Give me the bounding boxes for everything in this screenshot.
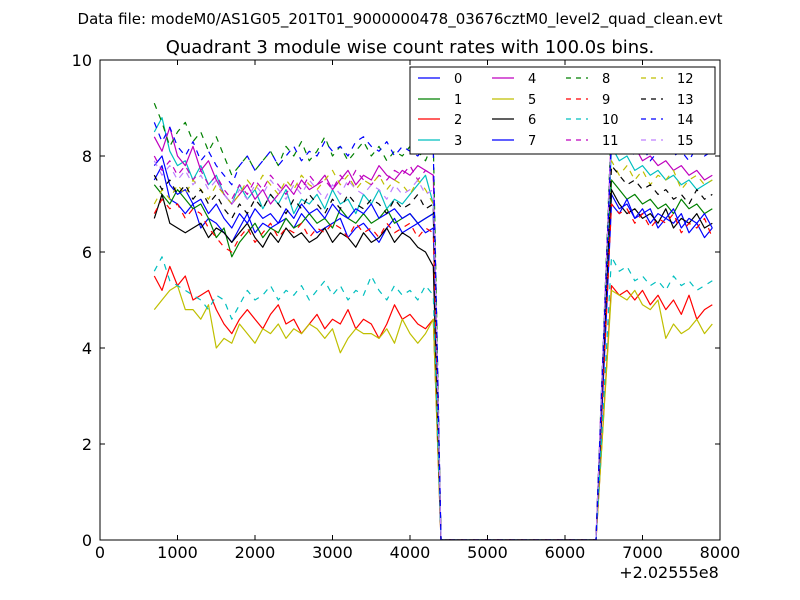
data-file-label: Data file: modeM0/AS1G05_201T01_90000004…	[78, 10, 723, 29]
legend-label-11: 11	[602, 134, 619, 149]
series-line-8	[153, 102, 713, 540]
series-line-10	[153, 256, 713, 540]
x-tick-label: 3000	[312, 543, 353, 562]
y-tick-label: 0	[82, 531, 92, 550]
legend-label-13: 13	[677, 93, 694, 108]
legend-label-12: 12	[677, 72, 694, 87]
chart-title: Quadrant 3 module wise count rates with …	[166, 37, 655, 58]
y-tick-label: 6	[82, 243, 92, 262]
legend-label-10: 10	[602, 113, 619, 128]
series-line-13	[153, 165, 713, 540]
legend-label-15: 15	[677, 134, 694, 149]
legend-label-5: 5	[528, 93, 536, 108]
x-offset-label: +2.02555e8	[619, 563, 719, 582]
x-tick-label: 7000	[622, 543, 663, 562]
legend-label-6: 6	[528, 113, 536, 128]
series-line-0	[153, 165, 713, 540]
y-tick-label: 2	[82, 435, 92, 454]
series-line-3	[153, 117, 713, 540]
x-tick-label: 2000	[235, 543, 276, 562]
legend-label-4: 4	[528, 72, 536, 87]
legend-label-8: 8	[602, 72, 610, 87]
legend-label-2: 2	[454, 113, 462, 128]
series-line-5	[153, 285, 713, 540]
legend-label-0: 0	[454, 72, 462, 87]
legend-label-14: 14	[677, 113, 694, 128]
series-line-12	[153, 160, 713, 540]
x-tick-label: 5000	[467, 543, 508, 562]
x-tick-label: 4000	[390, 543, 431, 562]
series-line-6	[153, 189, 713, 540]
legend-label-7: 7	[528, 134, 536, 149]
legend-label-3: 3	[454, 134, 462, 149]
legend-box	[409, 66, 716, 155]
series-line-9	[153, 198, 713, 540]
x-tick-label: 6000	[545, 543, 586, 562]
series-layer	[153, 102, 713, 540]
x-tick-label: 8000	[700, 543, 741, 562]
y-tick-label: 4	[82, 339, 92, 358]
legend-label-1: 1	[454, 93, 462, 108]
y-tick-label: 10	[72, 51, 92, 70]
x-tick-label: 0	[95, 543, 105, 562]
legend-label-9: 9	[602, 93, 610, 108]
x-tick-label: 1000	[157, 543, 198, 562]
y-tick-label: 8	[82, 147, 92, 166]
series-line-7	[153, 155, 713, 540]
